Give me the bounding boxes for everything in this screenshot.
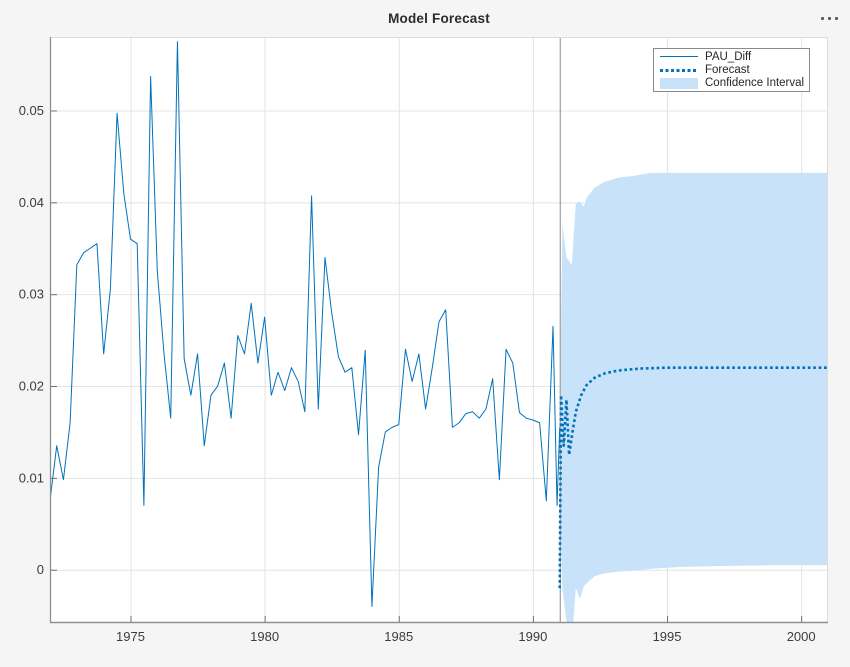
x-tick-label: 1975: [116, 629, 145, 644]
legend-label: Forecast: [705, 64, 750, 76]
x-tick-label: 1980: [250, 629, 279, 644]
chart-title: Model Forecast: [388, 11, 490, 26]
ellipsis-icon: [834, 16, 838, 20]
y-tick-label: 0.05: [19, 103, 44, 118]
legend-sample-area: [659, 77, 699, 89]
y-tick-label: 0.04: [19, 195, 44, 210]
ellipsis-icon: [827, 16, 831, 20]
y-tick-label: 0.03: [19, 287, 44, 302]
legend-label: Confidence Interval: [705, 77, 805, 90]
legend-sample-area: [659, 56, 699, 58]
x-tick-label: 1995: [653, 629, 682, 644]
confidence-interval-band: [561, 172, 828, 623]
patch-sample-icon: [660, 77, 698, 89]
legend-item-forecast[interactable]: Forecast: [654, 64, 809, 77]
legend-sample-area: [659, 68, 699, 72]
solid-line-sample-icon: [660, 56, 698, 58]
legend-item-confidence-interval[interactable]: Confidence Interval: [654, 77, 809, 90]
dotted-line-sample-icon: [660, 68, 698, 72]
x-tick-label: 1990: [518, 629, 547, 644]
forecast-line: [558, 366, 828, 589]
x-tick-label: 1985: [384, 629, 413, 644]
pau-diff-line: [50, 41, 561, 607]
y-tick-label: 0.01: [19, 470, 44, 485]
y-tick-label: 0.02: [19, 379, 44, 394]
more-options-button[interactable]: [814, 10, 844, 26]
legend-box: PAU_Diff Forecast Confidence Interval: [653, 48, 810, 92]
legend-item-pau-diff[interactable]: PAU_Diff: [654, 50, 809, 63]
ellipsis-icon: [820, 16, 824, 20]
y-tick-label: 0: [37, 562, 44, 577]
legend-label: PAU_Diff: [705, 50, 752, 63]
x-tick-label: 2000: [787, 629, 816, 644]
